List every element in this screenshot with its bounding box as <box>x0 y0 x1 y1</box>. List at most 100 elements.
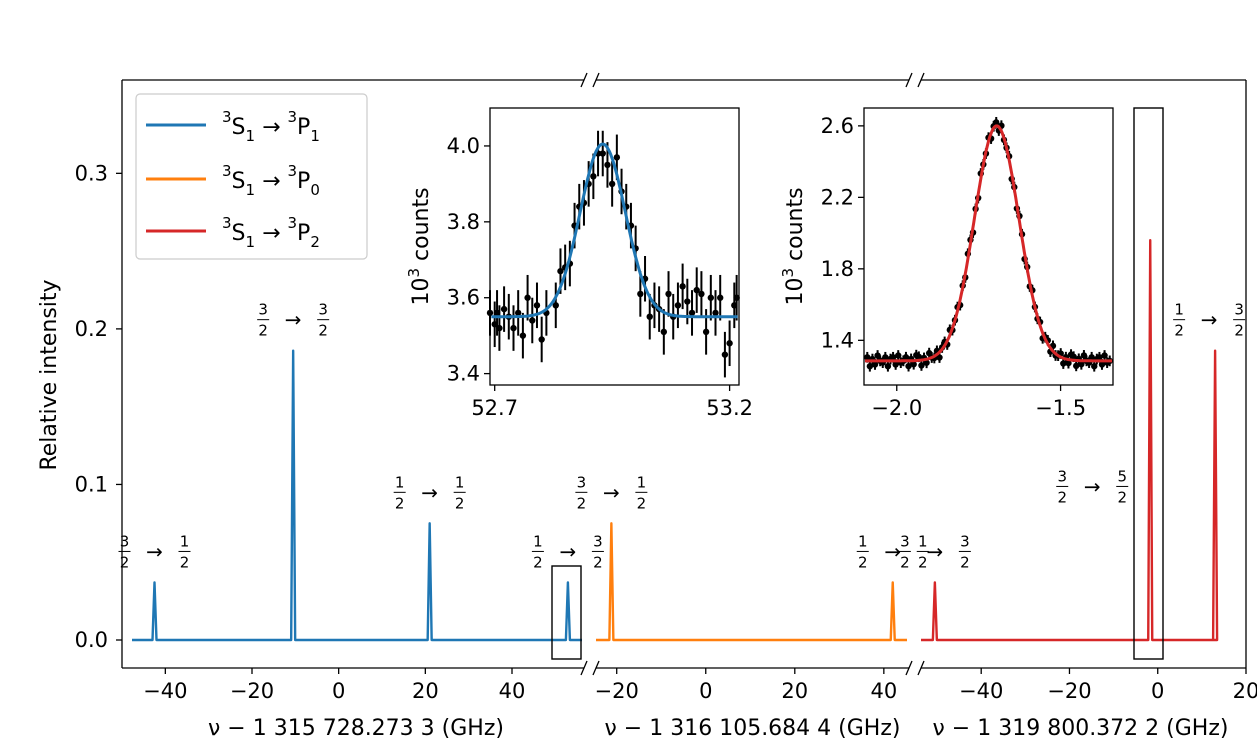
transition-label: 1 2 → 3 2 <box>531 532 604 571</box>
x-tick-label: −40 <box>959 679 1003 703</box>
panel-3p2: −40 −20 0 20ν − 1 319 800.372 2 (GHz)32 → 323… <box>898 79 1257 741</box>
data-point <box>646 313 653 320</box>
data-point <box>637 290 644 298</box>
data-point <box>599 150 606 157</box>
data-point <box>1078 361 1085 368</box>
transition-label: 1 2 → 3 2 <box>1173 301 1246 340</box>
x-tick-label: 20 <box>412 679 439 703</box>
data-point <box>698 290 705 298</box>
spectrum-trace <box>596 522 907 642</box>
data-point <box>679 283 686 290</box>
x-tick-label: 0 <box>699 679 712 703</box>
frac-denominator: 2 <box>637 494 647 512</box>
x-tick-label: −20 <box>230 679 274 703</box>
transition-arrow: → <box>1084 474 1101 498</box>
data-point <box>871 361 879 368</box>
transition-arrow: → <box>1201 308 1218 332</box>
data-point <box>684 298 691 305</box>
y-tick-label: 0.1 <box>75 472 108 496</box>
frac-numerator: 3 <box>258 301 268 319</box>
fit-curve <box>491 142 738 319</box>
legend-frame <box>135 93 368 260</box>
data-point <box>910 361 917 368</box>
data-point <box>552 302 559 309</box>
transition-label: 3 2 → 1 2 <box>118 532 191 571</box>
x-axis-label: ν − 1 316 105.684 4 (GHz) <box>605 716 901 741</box>
data-point <box>688 309 696 317</box>
frac-denominator: 2 <box>1117 488 1127 506</box>
frac-numerator: 1 <box>637 473 647 491</box>
frac-numerator: 3 <box>318 301 328 319</box>
data-point <box>604 161 611 169</box>
data-point <box>1098 361 1106 368</box>
frac-numerator: 1 <box>1174 301 1184 319</box>
x-tick-label: −20 <box>1047 679 1091 703</box>
break-slash <box>905 660 913 676</box>
data-point <box>733 294 740 301</box>
frac-denominator: 2 <box>960 553 970 571</box>
zoom-box-3p2 <box>1133 107 1164 660</box>
inset-y-axis-label: 103 counts <box>779 187 808 305</box>
data-point <box>726 340 733 347</box>
inset-frame <box>863 107 1114 386</box>
data-point <box>864 354 871 361</box>
transition-label: 3 2 → 5 2 <box>1056 467 1129 506</box>
data-point <box>884 363 892 370</box>
break-slash <box>580 72 588 88</box>
inset-3p2-zoom: 1.4 1.8 2.2 2.6 −2.0 −1.5 103 counts <box>779 107 1114 420</box>
main-y-axis-label: Relative intensity <box>37 279 62 470</box>
panel-3p0: −20 0 20 40ν − 1 316 105.684 4 (GHz)32 → 1212… <box>575 79 929 741</box>
data-point <box>660 328 668 336</box>
y-tick-label: 0.3 <box>75 161 108 185</box>
data-point <box>557 267 564 275</box>
transition-arrow: → <box>560 539 577 563</box>
zoom-box-3p1 <box>551 565 582 660</box>
data-point <box>1072 362 1080 370</box>
data-point <box>524 294 531 301</box>
frac-numerator: 3 <box>1057 467 1067 485</box>
transition-label: 32 → 32 <box>898 532 971 571</box>
data-point <box>665 290 672 298</box>
data-point <box>895 352 902 359</box>
frac-numerator: 3 <box>1234 301 1244 319</box>
spectrum-trace <box>921 239 1219 642</box>
data-point <box>923 359 930 366</box>
data-point <box>590 173 597 180</box>
break-slash <box>592 660 600 676</box>
frac-denominator: 2 <box>455 494 465 512</box>
inset-y-tick-label: 3.6 <box>447 286 480 310</box>
x-tick-label: 0 <box>332 679 345 703</box>
transition-arrow: → <box>146 539 163 563</box>
data-point <box>721 351 729 358</box>
frac-numerator: 5 <box>1117 467 1127 485</box>
spectrum-trace <box>132 349 582 642</box>
frac-numerator: 1 <box>455 473 465 491</box>
frac-denominator: 2 <box>1057 488 1067 506</box>
frac-numerator: 1 <box>533 532 543 550</box>
frac-denominator: 2 <box>120 553 130 571</box>
data-point <box>533 302 541 309</box>
data-point <box>674 302 682 309</box>
data-point <box>529 317 536 324</box>
data-point <box>717 294 724 301</box>
frac-numerator: 1 <box>180 532 190 550</box>
inset-x-tick-label: 53.2 <box>706 396 753 420</box>
inset-x-tick-label: −1.5 <box>1035 396 1086 420</box>
frac-denominator: 2 <box>858 553 868 571</box>
main-y-axis: 0.0 0.1 0.2 0.3 <box>75 161 122 652</box>
inset-y-tick-label: 3.4 <box>447 362 480 386</box>
data-point <box>613 154 621 161</box>
frac-denominator: 2 <box>900 553 910 571</box>
frac-numerator: 1 <box>918 532 928 550</box>
data-point <box>936 354 943 361</box>
data-point <box>902 354 910 361</box>
frac-numerator: 3 <box>900 532 910 550</box>
frac-numerator: 3 <box>593 532 603 550</box>
inset-y-tick-label: 1.4 <box>821 328 854 352</box>
inset-3p1-zoom: 3.4 3.6 3.8 4.0 52.7 53.2 103 counts <box>405 107 753 420</box>
data-point <box>514 309 522 317</box>
frac-denominator: 2 <box>533 553 543 571</box>
inset-y-tick-label: 1.8 <box>821 257 854 281</box>
frac-numerator: 3 <box>960 532 970 550</box>
